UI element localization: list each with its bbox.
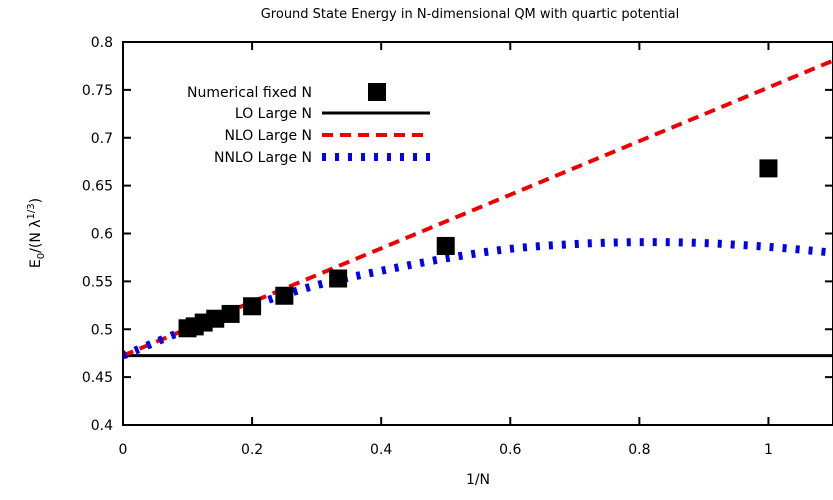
legend-marker-numerical (368, 83, 386, 101)
series-line-nlo-large-n (123, 58, 833, 358)
legend: Numerical fixed N LO Large N NLO Large N… (187, 83, 430, 166)
y-label-end: ) (28, 198, 44, 203)
y-tick-label: 0.65 (82, 179, 113, 195)
ticks-layer: 0 0.2 0.4 0.6 0.8 1 0.4 0.45 0.5 0.55 0.6 0.65 0.7 0.… (82, 35, 833, 458)
series-line-nnlo-large-n (123, 238, 833, 360)
data-point (221, 304, 240, 323)
data-point (436, 236, 455, 255)
data-point (275, 286, 294, 305)
data-point (759, 159, 778, 178)
chart-title: Ground State Energy in N-dimensional QM … (261, 7, 680, 22)
y-label-sub: 0 (36, 253, 47, 259)
y-label-main: E (28, 259, 44, 268)
data-point (243, 297, 262, 316)
x-tick-label: 0.8 (628, 442, 650, 458)
y-tick-label: 0.7 (91, 131, 113, 147)
legend-label-nnlo: NNLO Large N (214, 150, 312, 166)
y-tick-label: 0.6 (91, 227, 113, 243)
data-point (329, 269, 348, 288)
y-label-sup: 1/3 (26, 203, 37, 219)
y-axis-label: E0/(N λ1/3) (26, 198, 47, 268)
points-layer (178, 159, 778, 338)
x-tick-label: 0.2 (241, 442, 263, 458)
y-tick-label: 0.55 (82, 274, 113, 290)
legend-label-nlo: NLO Large N (224, 128, 312, 144)
legend-label-numerical: Numerical fixed N (187, 85, 312, 101)
y-tick-label: 0.4 (91, 418, 113, 434)
y-tick-label: 0.75 (82, 83, 113, 99)
x-tick-label: 1 (764, 442, 773, 458)
x-tick-label: 0 (119, 442, 128, 458)
data-point (178, 319, 197, 338)
y-tick-label: 0.45 (82, 370, 113, 386)
y-tick-label: 0.8 (91, 35, 113, 51)
y-label-mid: /(N λ (28, 219, 44, 252)
plot-frame (122, 41, 833, 426)
x-tick-label: 0.4 (370, 442, 392, 458)
x-tick-label: 0.6 (499, 442, 521, 458)
legend-label-lo: LO Large N (235, 106, 312, 122)
x-axis-label: 1/N (466, 472, 490, 488)
y-tick-label: 0.5 (91, 322, 113, 338)
